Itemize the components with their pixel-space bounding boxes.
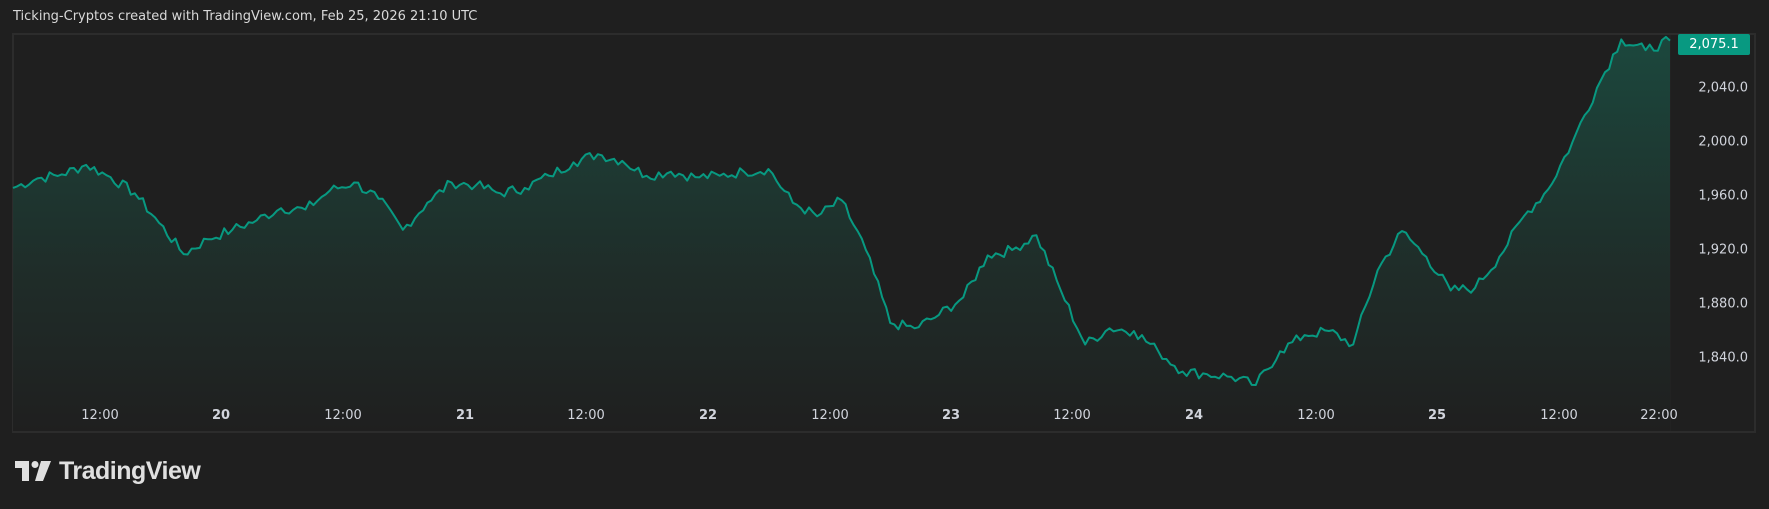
time-axis-label: 12:00: [567, 408, 605, 423]
tradingview-logo-icon: [15, 461, 51, 481]
price-area-fill: [13, 36, 1670, 432]
price-axis-label: 1,880.0: [1698, 296, 1748, 312]
time-axis-label: 12:00: [81, 408, 119, 423]
tradingview-logo[interactable]: TradingView: [15, 456, 201, 485]
time-axis-day-label: 21: [455, 408, 475, 423]
time-axis-day-label: 24: [1184, 408, 1204, 423]
price-axis-label: 2,000.0: [1698, 134, 1748, 150]
time-axis-day-label: 23: [941, 408, 961, 423]
time-axis-label: 22:00: [1640, 408, 1678, 423]
price-axis-label: 2,040.0: [1698, 80, 1748, 96]
price-line: [12, 35, 1671, 386]
last-price-badge: 2,075.1: [1678, 34, 1750, 55]
time-axis-label: 12:00: [811, 408, 849, 423]
tradingview-logo-text: TradingView: [59, 456, 201, 485]
time-axis-label: 12:00: [1540, 408, 1578, 423]
time-axis-day-label: 22: [698, 408, 718, 423]
time-axis-label: 12:00: [1297, 408, 1335, 423]
time-axis-day-label: 25: [1427, 408, 1447, 423]
time-axis-label: 12:00: [324, 408, 362, 423]
price-axis-label: 1,960.0: [1698, 188, 1748, 204]
price-axis-label: 1,840.0: [1698, 350, 1748, 366]
time-axis-day-label: 20: [211, 408, 231, 423]
time-axis-label: 12:00: [1053, 408, 1091, 423]
price-axis-label: 1,920.0: [1698, 242, 1748, 258]
chart-caption: Ticking-Cryptos created with TradingView…: [13, 9, 478, 24]
